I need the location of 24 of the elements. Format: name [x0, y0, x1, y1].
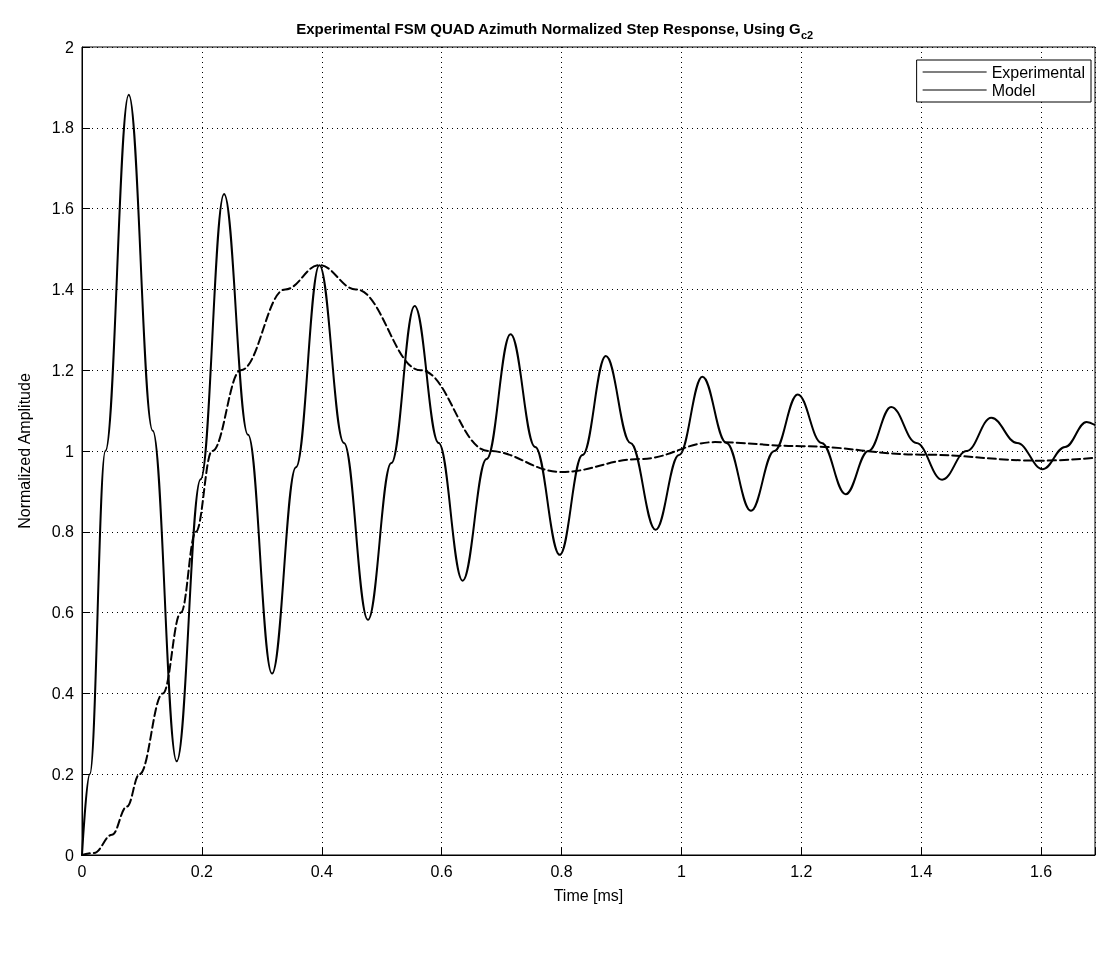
y-tick-label: 1.6 — [51, 200, 75, 218]
y-tick-label: 0.8 — [51, 523, 75, 541]
x-tick-label: 0.2 — [190, 862, 214, 880]
x-axis-title: Time [ms] — [553, 886, 624, 904]
x-tick-label: 1.4 — [910, 862, 933, 880]
x-tick-label: 0.4 — [310, 862, 333, 880]
legend-label: Experimental — [991, 63, 1085, 81]
y-tick-label: 1.2 — [51, 361, 75, 379]
y-tick-label: 0.6 — [51, 604, 75, 622]
y-tick-label: 2 — [65, 38, 75, 56]
x-tick-label: 1.6 — [1029, 862, 1053, 880]
x-tick-label: 0.8 — [550, 862, 573, 880]
x-tick-label: 1.2 — [790, 862, 813, 880]
x-tick-label: 0.6 — [430, 862, 453, 880]
y-tick-label: 0 — [65, 846, 75, 864]
y-tick-label: 0.2 — [51, 765, 75, 783]
y-tick-label: 1.8 — [51, 119, 75, 137]
y-tick-label: 1 — [65, 442, 75, 460]
y-tick-label: 1.4 — [51, 280, 75, 298]
legend-label: Model — [991, 81, 1036, 99]
y-axis-title: Normalized Amplitude — [15, 373, 33, 529]
x-tick-label: 0 — [77, 862, 87, 880]
x-tick-label: 1 — [676, 862, 686, 880]
y-tick-label: 0.4 — [51, 684, 75, 702]
